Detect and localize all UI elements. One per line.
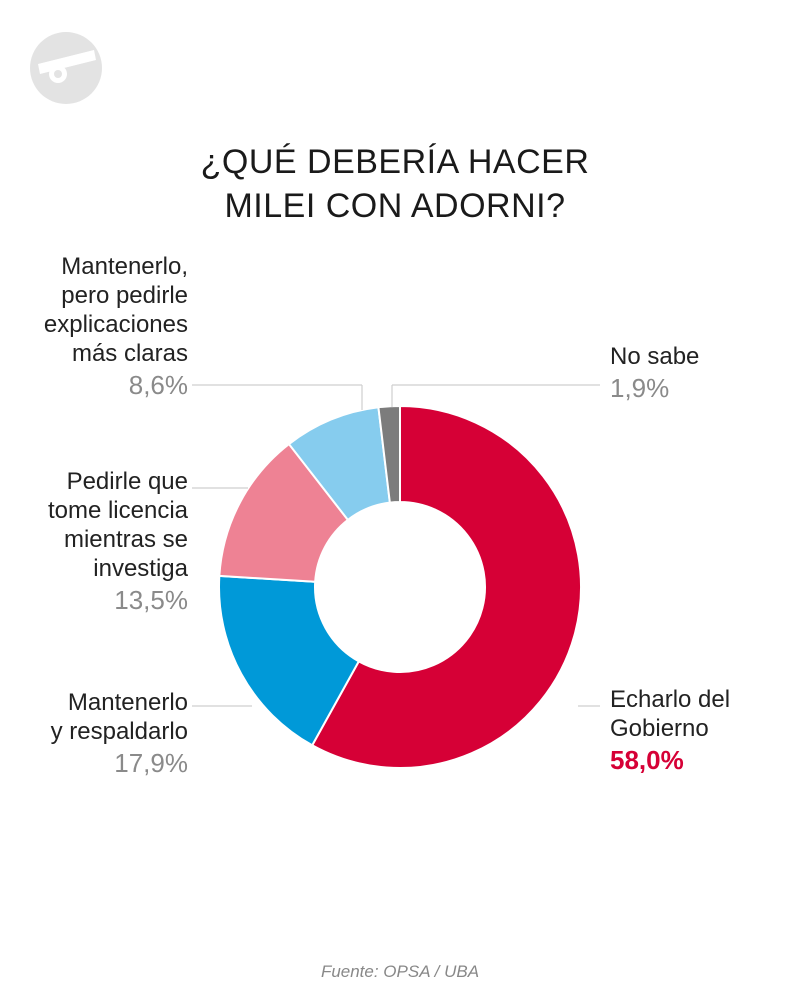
chart-title-line-1: ¿QUÉ DEBERÍA HACER — [200, 143, 590, 181]
slice-name-line: y respaldarlo — [50, 718, 188, 745]
chart-title-line-2: MILEI CON ADORNI? — [224, 187, 566, 225]
slice-name-line: Mantenerlo — [67, 689, 188, 716]
slice-label-respaldarlo: Mantenerlo y respaldarlo 17,9% — [51, 688, 188, 778]
slice-percent: 17,9% — [114, 748, 188, 778]
slice-respaldarlo — [218, 574, 361, 747]
slice-name-line: Gobierno — [610, 715, 709, 742]
chart-title: ¿QUÉ DEBERÍA HACER MILEI CON ADORNI? — [0, 140, 790, 228]
slice-percent: 58,0% — [610, 745, 684, 775]
slice-name-line: mientras se — [63, 526, 188, 553]
slice-name-line: Echarlo del — [610, 686, 731, 713]
slice-name-line: más claras — [71, 340, 188, 367]
slice-name-line: investiga — [93, 555, 188, 582]
slice-name-line: pero pedirle — [61, 282, 188, 309]
slice-name-line: Mantenerlo, — [61, 253, 188, 280]
slice-name-line: explicaciones — [43, 311, 188, 338]
source-note: Fuente: OPSA / UBA — [320, 962, 480, 981]
slice-label-no-sabe: No sabe 1,9% — [610, 342, 699, 403]
slice-label-mantenerlo-explicaciones: Mantenerlo, pero pedirle explicaciones m… — [44, 252, 188, 400]
slice-percent: 1,9% — [610, 373, 670, 403]
slice-name-line: Pedirle que — [66, 468, 188, 495]
slice-name-line: No sabe — [610, 343, 700, 370]
slice-echarlo — [310, 404, 582, 769]
brand-logo-icon — [30, 32, 102, 104]
slice-label-licencia: Pedirle que tome licencia mientras se in… — [48, 467, 188, 615]
slice-no-sabe — [377, 404, 401, 504]
slice-label-echarlo: Echarlo del Gobierno 58,0% — [610, 685, 730, 775]
slice-percent: 8,6% — [128, 370, 188, 400]
slice-percent: 13,5% — [114, 585, 188, 615]
slice-name-line: tome licencia — [47, 497, 188, 524]
